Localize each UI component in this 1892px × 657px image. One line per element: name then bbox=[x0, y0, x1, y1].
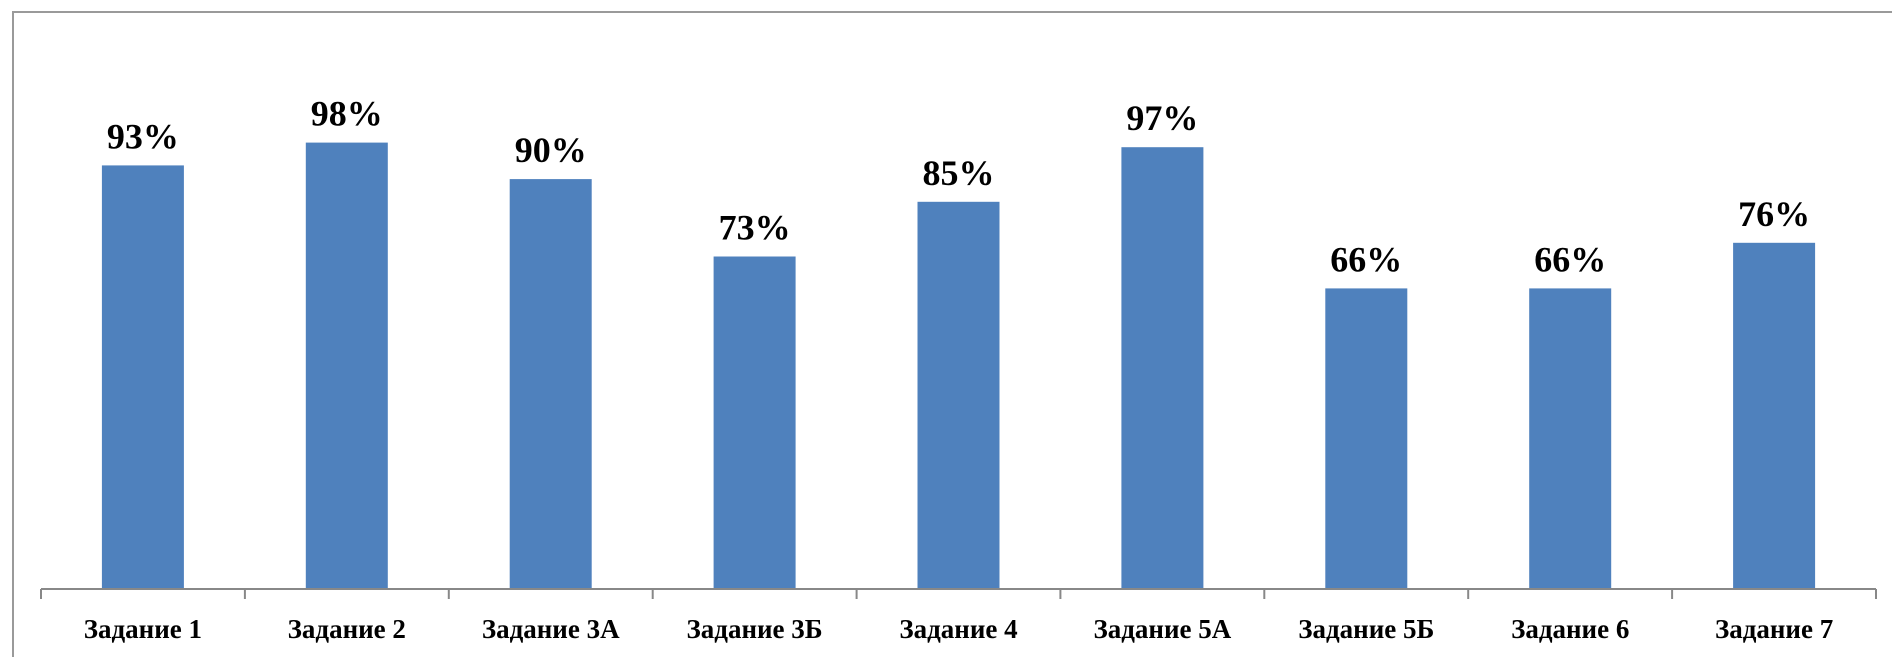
bar-2 bbox=[305, 142, 388, 589]
data-label-7: 66% bbox=[1330, 239, 1402, 279]
value-labels-group: 93% 98% 90% 73% 85% 97% 66% 66% 76% bbox=[107, 94, 1810, 280]
bar-7 bbox=[1325, 288, 1408, 589]
data-label-5: 85% bbox=[923, 153, 995, 193]
x-tick-labels-group: Задание 1 Задание 2 Задание 3А Задание 3Б За… bbox=[84, 614, 1833, 644]
x-tick-label-7: Задание 5Б bbox=[1298, 614, 1434, 644]
data-label-8: 66% bbox=[1534, 239, 1606, 279]
data-label-3: 90% bbox=[515, 130, 587, 170]
x-axis bbox=[40, 588, 1877, 599]
bar-8 bbox=[1529, 288, 1612, 589]
x-tick-label-1: Задание 1 bbox=[84, 614, 202, 644]
x-tick-label-2: Задание 2 bbox=[288, 614, 406, 644]
data-label-1: 93% bbox=[107, 116, 179, 156]
x-tick-label-5: Задание 4 bbox=[899, 614, 1017, 644]
x-tick-label-9: Задание 7 bbox=[1715, 614, 1833, 644]
bars-group bbox=[101, 142, 1816, 590]
data-label-9: 76% bbox=[1738, 194, 1810, 234]
x-tick-label-3: Задание 3А bbox=[482, 614, 620, 644]
bar-1 bbox=[101, 165, 184, 589]
x-tick-label-4: Задание 3Б bbox=[687, 614, 823, 644]
bar-3 bbox=[509, 179, 592, 589]
data-label-6: 97% bbox=[1126, 98, 1198, 138]
bar-4 bbox=[713, 256, 796, 589]
x-tick-label-6: Задание 5А bbox=[1094, 614, 1232, 644]
data-label-4: 73% bbox=[719, 208, 791, 248]
bar-9 bbox=[1733, 242, 1816, 590]
data-label-2: 98% bbox=[311, 94, 383, 134]
x-tick-label-8: Задание 6 bbox=[1511, 614, 1629, 644]
bar-6 bbox=[1121, 147, 1204, 589]
bar-5 bbox=[917, 201, 1000, 590]
